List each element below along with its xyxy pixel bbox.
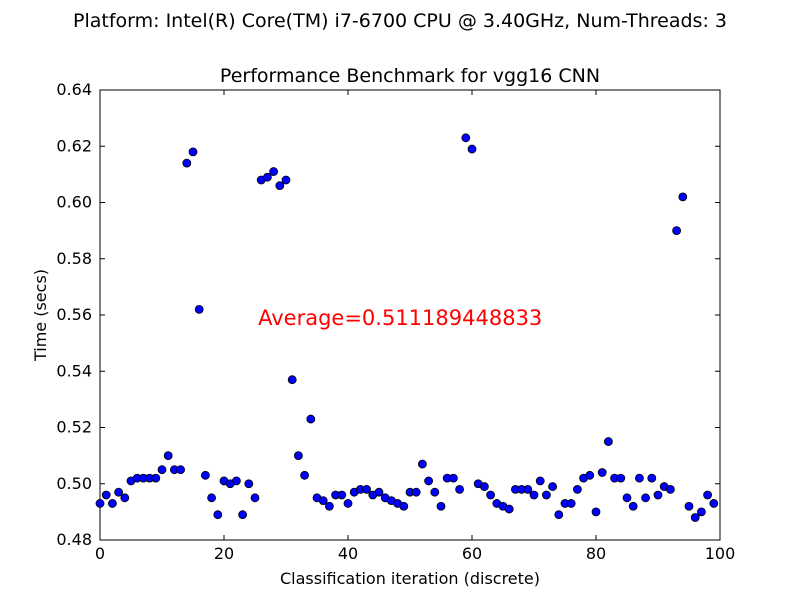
data-point bbox=[275, 181, 285, 191]
y-axis-ticks: 0.48 0.50 0.52 0.54 0.56 0.58 0.60 0.62 0.64 bbox=[56, 80, 720, 549]
data-point bbox=[95, 499, 105, 508]
data-point bbox=[628, 501, 638, 511]
data-point bbox=[455, 484, 465, 494]
data-point bbox=[690, 513, 700, 522]
data-point bbox=[318, 496, 328, 506]
data-point bbox=[287, 375, 297, 385]
plot-area bbox=[99, 89, 721, 541]
data-point bbox=[461, 133, 471, 143]
data-points bbox=[95, 133, 719, 522]
data-point bbox=[647, 473, 657, 483]
data-point bbox=[194, 304, 204, 314]
x-tick-label: 40 bbox=[338, 544, 358, 563]
x-tick-label: 80 bbox=[586, 544, 606, 563]
data-point bbox=[213, 510, 223, 520]
figure-suptitle: Platform: Intel(R) Core(TM) i7-6700 CPU … bbox=[73, 10, 727, 32]
data-point bbox=[479, 482, 489, 491]
data-point bbox=[337, 490, 347, 500]
y-tick-label: 0.60 bbox=[56, 193, 92, 212]
data-point bbox=[430, 487, 440, 497]
data-point bbox=[362, 484, 372, 494]
data-point bbox=[448, 473, 458, 483]
data-point bbox=[231, 476, 241, 486]
chart-title: Performance Benchmark for vgg16 CNN bbox=[220, 65, 600, 87]
data-point bbox=[200, 470, 210, 480]
data-point bbox=[188, 147, 198, 157]
data-point bbox=[591, 507, 601, 517]
data-point bbox=[108, 499, 117, 508]
x-axis-ticks: 0 20 40 60 80 100 bbox=[95, 90, 735, 563]
data-point bbox=[709, 499, 719, 508]
x-tick-label: 60 bbox=[462, 544, 482, 563]
data-point bbox=[573, 484, 582, 494]
y-tick-label: 0.58 bbox=[56, 249, 92, 268]
data-point bbox=[293, 451, 303, 461]
data-point bbox=[585, 470, 595, 480]
data-point bbox=[672, 226, 681, 236]
data-point bbox=[554, 510, 564, 520]
data-point bbox=[374, 487, 384, 497]
average-annotation: Average=0.511189448833 bbox=[258, 306, 542, 330]
y-tick-label: 0.48 bbox=[56, 530, 92, 549]
data-point bbox=[535, 476, 545, 486]
data-point bbox=[399, 501, 409, 511]
data-point bbox=[343, 499, 353, 508]
data-point bbox=[529, 490, 539, 500]
data-point bbox=[262, 172, 272, 182]
data-point bbox=[300, 470, 310, 480]
data-point bbox=[467, 144, 477, 154]
x-tick-label: 20 bbox=[214, 544, 234, 563]
data-point bbox=[542, 490, 551, 500]
data-point bbox=[703, 490, 712, 500]
x-axis-label: Classification iteration (discrete) bbox=[280, 569, 540, 588]
data-point bbox=[157, 465, 167, 475]
data-point bbox=[697, 507, 706, 517]
data-point bbox=[324, 501, 334, 511]
data-point bbox=[684, 501, 694, 511]
data-point bbox=[250, 493, 260, 503]
data-point bbox=[424, 476, 434, 486]
data-point bbox=[176, 465, 186, 475]
y-tick-label: 0.56 bbox=[56, 305, 92, 324]
data-point bbox=[182, 158, 192, 168]
data-point bbox=[417, 459, 427, 469]
x-tick-label: 0 bbox=[95, 544, 105, 563]
data-point bbox=[306, 414, 316, 424]
data-point bbox=[281, 175, 291, 185]
data-point bbox=[486, 490, 496, 500]
data-point bbox=[114, 487, 123, 497]
data-point bbox=[207, 493, 217, 503]
data-point bbox=[666, 484, 675, 494]
data-point bbox=[604, 437, 613, 446]
data-point bbox=[566, 499, 576, 508]
data-point bbox=[548, 482, 557, 491]
data-point bbox=[622, 493, 632, 503]
data-point bbox=[597, 468, 607, 477]
data-point bbox=[101, 490, 111, 500]
data-point bbox=[411, 487, 421, 497]
data-point bbox=[653, 490, 663, 500]
data-point bbox=[616, 473, 626, 483]
y-tick-label: 0.52 bbox=[56, 418, 92, 437]
y-tick-label: 0.62 bbox=[56, 136, 92, 155]
data-point bbox=[504, 504, 514, 514]
y-tick-label: 0.64 bbox=[56, 80, 92, 99]
data-point bbox=[523, 484, 533, 494]
y-axis-label: Time (secs) bbox=[31, 269, 50, 362]
data-point bbox=[163, 451, 173, 461]
data-point bbox=[635, 473, 644, 483]
data-point bbox=[151, 473, 161, 483]
data-point bbox=[269, 167, 279, 176]
data-point bbox=[641, 493, 650, 503]
y-tick-label: 0.54 bbox=[56, 361, 92, 380]
data-point bbox=[678, 192, 688, 202]
data-point bbox=[436, 501, 446, 511]
data-point bbox=[120, 493, 130, 503]
y-tick-label: 0.50 bbox=[56, 474, 92, 493]
data-point bbox=[244, 479, 254, 489]
data-point bbox=[238, 510, 248, 520]
x-tick-label: 100 bbox=[705, 544, 736, 563]
